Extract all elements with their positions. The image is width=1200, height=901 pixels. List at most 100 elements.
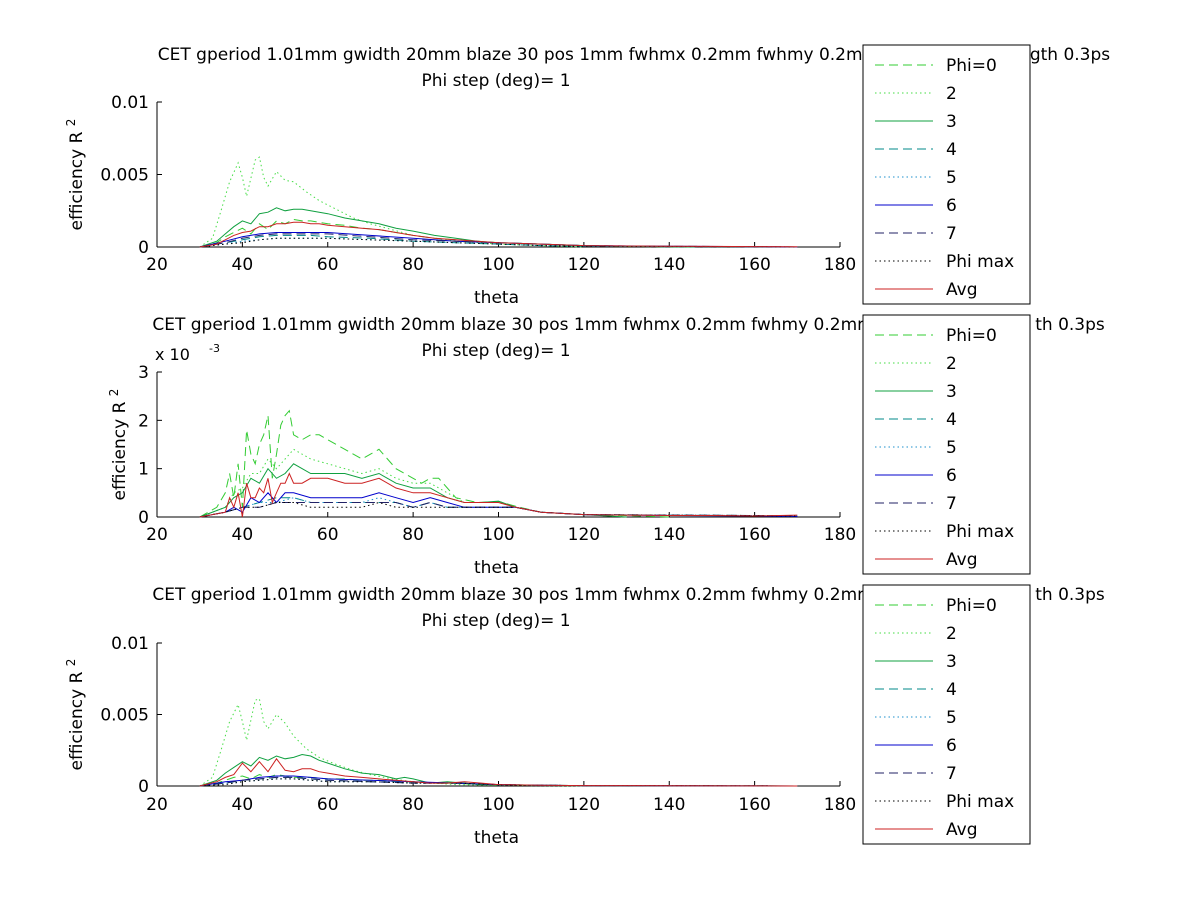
- legend-entry: Avg: [946, 280, 978, 300]
- x-tick-label: 140: [653, 525, 685, 545]
- y-tick-label: 0: [138, 508, 149, 528]
- legend-entry: 4: [946, 410, 957, 430]
- legend-entry: Phi max: [946, 252, 1014, 272]
- series-line-2: [199, 698, 584, 787]
- legend-entry: 2: [946, 84, 957, 104]
- legend: Phi=0 2 3 4 5 6 7 Phi max Avg: [862, 44, 1031, 305]
- legend: Phi=0 2 3 4 5 6 7 Phi max Avg: [862, 584, 1031, 845]
- legend-entry: Phi max: [946, 522, 1014, 542]
- legend-entry: 2: [946, 624, 957, 644]
- y-axis-label-sup: 2: [64, 119, 78, 127]
- legend-entry: 4: [946, 680, 957, 700]
- x-tick-label: 180: [824, 255, 856, 275]
- series-line-8: [199, 237, 798, 248]
- series-line-2: [199, 448, 627, 518]
- series-line-1: [199, 774, 798, 787]
- x-tick-label: 180: [824, 795, 856, 815]
- chart-title: CET gperiod 1.01mm gwidth 20mm blaze 30 …: [152, 585, 964, 605]
- legend-entry: Phi=0: [946, 56, 997, 76]
- y-tick-label: 0.01: [111, 93, 149, 113]
- y-tick-label: 0.005: [100, 706, 149, 726]
- x-tick-label: 80: [402, 255, 424, 275]
- series-line-8: [199, 778, 798, 787]
- x-tick-label: 160: [738, 255, 770, 275]
- legend-entry: Avg: [946, 820, 978, 840]
- x-tick-label: 160: [738, 525, 770, 545]
- chart-title: CET gperiod 1.01mm gwidth 20mm blaze 30 …: [152, 315, 964, 335]
- legend-entry: Phi=0: [946, 596, 997, 616]
- chart-title-end: th 0.3ps: [1035, 315, 1105, 335]
- chart-subtitle: Phi step (deg)= 1: [421, 611, 570, 631]
- legend-entry: 4: [946, 140, 957, 160]
- x-axis-label: theta: [474, 828, 519, 848]
- legend-box: [862, 584, 1031, 845]
- chart-subtitle: Phi step (deg)= 1: [421, 71, 570, 91]
- x-axis-label: theta: [474, 288, 519, 308]
- x-tick-label: 120: [568, 255, 600, 275]
- legend-entry: 3: [946, 382, 957, 402]
- series-line-1: [199, 409, 670, 518]
- chart-panel-1: CET gperiod 1.01mm gwidth 20mm blaze 30 …: [64, 44, 1110, 308]
- legend-entry: 6: [946, 736, 957, 756]
- x-tick-label: 120: [568, 525, 600, 545]
- series-line-2: [199, 156, 584, 248]
- y-tick-label: 1: [138, 460, 149, 480]
- y-axis-label-sup: 2: [64, 659, 78, 667]
- x-tick-label: 100: [482, 795, 514, 815]
- chart-title-end: th 0.3ps: [1035, 585, 1105, 605]
- y-tick-label: 2: [138, 411, 149, 431]
- x-tick-label: 40: [232, 255, 254, 275]
- legend-entry: 5: [946, 708, 957, 728]
- series-line-4: [199, 234, 798, 248]
- y-axis-label: efficiency R 2: [64, 659, 87, 771]
- y-exponent-sup: -3: [209, 342, 220, 355]
- x-tick-label: 60: [317, 255, 339, 275]
- legend-entry: Phi max: [946, 792, 1014, 812]
- series-line-3: [199, 463, 627, 518]
- legend-box: [862, 44, 1031, 305]
- legend-entry: 3: [946, 652, 957, 672]
- x-axis-label: theta: [474, 558, 519, 578]
- legend-box: [862, 314, 1031, 575]
- x-tick-label: 120: [568, 795, 600, 815]
- series-line-9: [199, 221, 798, 248]
- legend-entry: 7: [946, 764, 957, 784]
- legend-entry: 7: [946, 224, 957, 244]
- legend-entry: 6: [946, 466, 957, 486]
- y-tick-label: 0.01: [111, 634, 149, 654]
- y-tick-label: 0.005: [100, 166, 149, 186]
- legend-entry: 2: [946, 354, 957, 374]
- series-line-9: [199, 472, 798, 518]
- x-tick-label: 160: [738, 795, 770, 815]
- legend-entry: Avg: [946, 550, 978, 570]
- chart-panel-3: CET gperiod 1.01mm gwidth 20mm blaze 30 …: [64, 584, 1105, 848]
- chart-title-end: gth 0.3ps: [1030, 45, 1110, 65]
- legend-entry: 7: [946, 494, 957, 514]
- x-tick-label: 20: [146, 795, 168, 815]
- chart-subtitle: Phi step (deg)= 1: [421, 341, 570, 361]
- x-tick-label: 100: [482, 255, 514, 275]
- x-tick-label: 20: [146, 255, 168, 275]
- y-axis-label: efficiency R 2: [64, 119, 87, 231]
- x-tick-label: 80: [402, 795, 424, 815]
- y-axis-label-sup: 2: [107, 389, 121, 397]
- series-line-1: [199, 218, 691, 248]
- x-tick-label: 100: [482, 525, 514, 545]
- x-tick-label: 60: [317, 525, 339, 545]
- x-tick-label: 40: [232, 525, 254, 545]
- series-line-9: [199, 757, 798, 787]
- legend: Phi=0 2 3 4 5 6 7 Phi max Avg: [862, 314, 1031, 575]
- x-tick-label: 20: [146, 525, 168, 545]
- chart-panel-2: CET gperiod 1.01mm gwidth 20mm blaze 30 …: [107, 314, 1105, 578]
- legend-entry: 5: [946, 438, 957, 458]
- legend-entry: 5: [946, 168, 957, 188]
- legend-entry: Phi=0: [946, 326, 997, 346]
- chart-title: CET gperiod 1.01mm gwidth 20mm blaze 30 …: [158, 45, 959, 65]
- y-tick-label: 0: [138, 238, 149, 258]
- y-exponent-label: x 10: [155, 345, 190, 364]
- x-tick-label: 140: [653, 255, 685, 275]
- x-tick-label: 140: [653, 795, 685, 815]
- y-tick-label: 3: [138, 363, 149, 383]
- x-tick-label: 80: [402, 525, 424, 545]
